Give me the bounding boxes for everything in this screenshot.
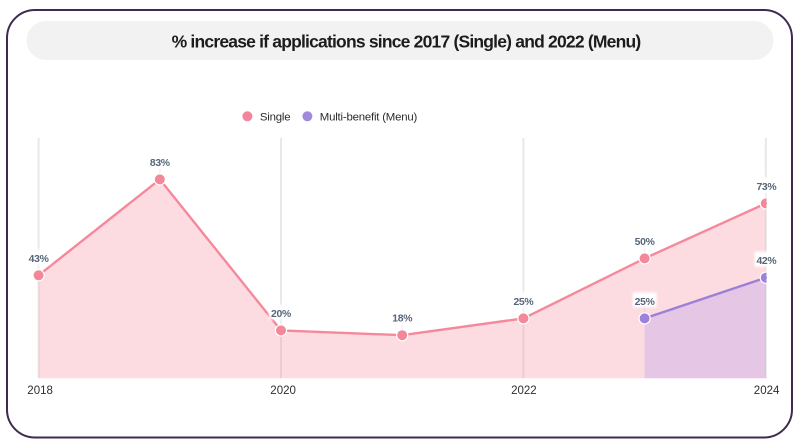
svg-text:25%: 25% bbox=[513, 297, 533, 308]
svg-text:2024: 2024 bbox=[754, 385, 780, 397]
svg-text:Multi-benefit (Menu): Multi-benefit (Menu) bbox=[320, 112, 418, 124]
svg-text:42%: 42% bbox=[756, 256, 776, 267]
svg-text:25%: 25% bbox=[635, 297, 655, 308]
svg-text:50%: 50% bbox=[635, 237, 655, 248]
svg-text:83%: 83% bbox=[150, 158, 170, 169]
svg-text:Single: Single bbox=[260, 112, 290, 124]
svg-text:2020: 2020 bbox=[270, 385, 296, 397]
svg-text:73%: 73% bbox=[756, 182, 776, 193]
svg-text:20%: 20% bbox=[271, 309, 291, 320]
svg-text:18%: 18% bbox=[392, 314, 412, 325]
svg-text:2018: 2018 bbox=[27, 385, 53, 397]
svg-text:% increase if applications sin: % increase if applications since 2017 (S… bbox=[172, 32, 641, 52]
svg-text:2022: 2022 bbox=[511, 385, 537, 397]
svg-text:43%: 43% bbox=[29, 254, 49, 265]
